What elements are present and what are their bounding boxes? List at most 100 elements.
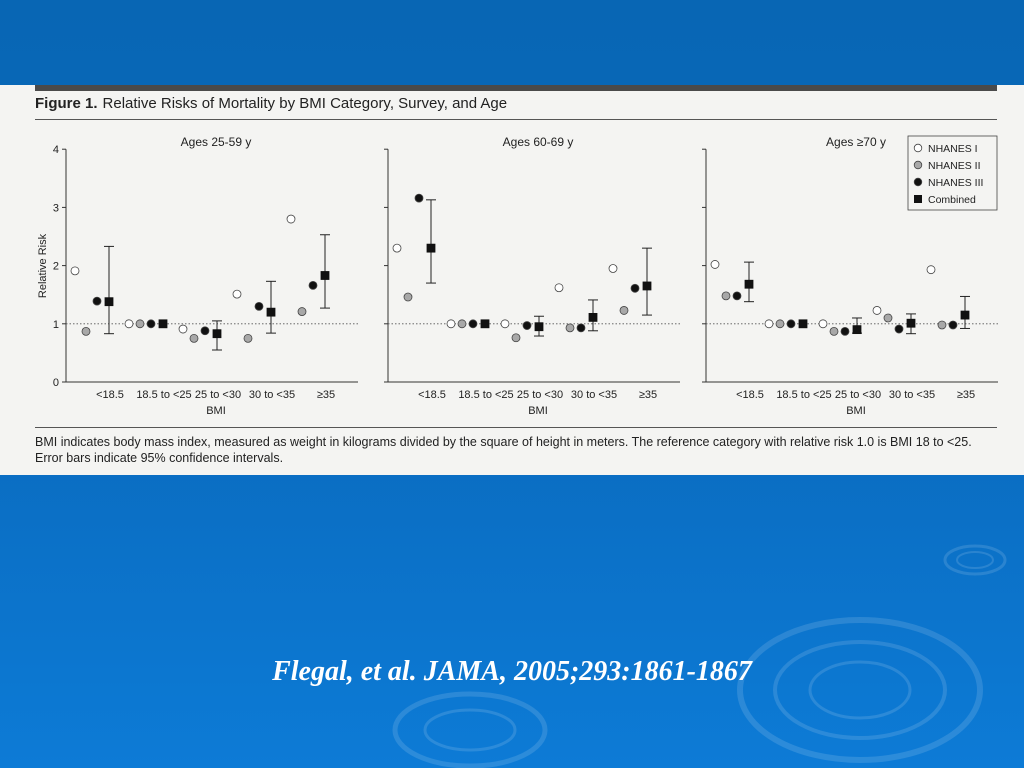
- point-nhanes-ii: [511, 333, 521, 343]
- point-nhanes-i: [926, 265, 936, 275]
- x-tick-label: 25 to <30: [835, 389, 881, 401]
- point-combined: [104, 297, 114, 307]
- figure-title-text: Relative Risks of Mortality by BMI Categ…: [102, 95, 508, 112]
- point-nhanes-ii: [937, 320, 947, 330]
- point-nhanes-ii: [243, 333, 253, 343]
- point-nhanes-i: [710, 260, 720, 269]
- x-tick-label: 18.5 to <25: [458, 389, 513, 401]
- x-tick-label: 25 to <30: [195, 389, 241, 401]
- point-nhanes-ii: [403, 292, 413, 302]
- x-tick-label: 30 to <35: [889, 389, 935, 401]
- caption-divider: [35, 427, 997, 428]
- figure-top-border: [35, 85, 997, 91]
- point-nhanes-ii: [829, 326, 839, 336]
- point-combined: [852, 325, 862, 335]
- x-tick-label: 18.5 to <25: [776, 389, 831, 401]
- legend-label: NHANES III: [928, 177, 983, 189]
- legend-marker: [913, 143, 923, 153]
- y-tick-label: 0: [53, 377, 59, 389]
- figure-label: Figure 1.: [35, 95, 98, 112]
- point-nhanes-iii: [576, 323, 586, 333]
- point-nhanes-i: [124, 319, 134, 329]
- point-nhanes-iii: [254, 301, 264, 311]
- y-axis-label: Relative Risk: [37, 233, 49, 298]
- x-axis-label: BMI: [528, 405, 548, 417]
- y-tick-label: 1: [53, 319, 59, 331]
- point-nhanes-ii: [135, 319, 145, 329]
- legend-label: NHANES II: [928, 160, 981, 172]
- point-combined: [480, 319, 490, 329]
- point-nhanes-ii: [565, 323, 575, 333]
- point-nhanes-iii: [840, 326, 850, 336]
- point-nhanes-iii: [308, 280, 318, 290]
- point-nhanes-i: [608, 264, 618, 273]
- y-tick-label: 2: [53, 261, 59, 273]
- point-nhanes-i: [764, 319, 774, 329]
- point-combined: [534, 322, 544, 332]
- chart-panel-1: 0 1 2 3 4 Ages 25-59 y <18.5 18.5 to <25 25 to <…: [53, 135, 358, 417]
- point-nhanes-iii: [200, 326, 210, 336]
- point-nhanes-ii: [883, 313, 893, 323]
- point-nhanes-i: [178, 324, 188, 334]
- point-nhanes-iii: [468, 319, 478, 329]
- x-axis-label: BMI: [846, 405, 866, 417]
- legend-label: NHANES I: [928, 143, 978, 155]
- figure-title: Figure 1. Relative Risks of Mortality by …: [35, 95, 507, 112]
- point-nhanes-iii: [522, 321, 532, 330]
- point-nhanes-iii: [146, 319, 156, 329]
- point-nhanes-ii: [721, 291, 731, 301]
- point-combined: [426, 243, 436, 253]
- point-nhanes-iii: [894, 324, 904, 334]
- point-nhanes-i: [232, 289, 242, 299]
- point-nhanes-iii: [630, 283, 640, 293]
- title-divider: [35, 119, 997, 120]
- legend-box: [907, 135, 998, 211]
- x-tick-label: <18.5: [418, 389, 446, 401]
- panel-title: Ages 60-69 y: [503, 135, 574, 149]
- point-nhanes-ii: [189, 333, 199, 343]
- point-nhanes-i: [500, 319, 510, 329]
- point-nhanes-i: [818, 319, 828, 329]
- point-nhanes-iii: [948, 320, 958, 330]
- point-combined: [588, 312, 598, 322]
- x-tick-label: ≥35: [317, 389, 335, 401]
- point-nhanes-ii: [457, 319, 467, 329]
- figure-card: Figure 1. Relative Risks of Mortality by …: [0, 85, 1024, 475]
- x-tick-label: 30 to <35: [249, 389, 295, 401]
- point-combined: [266, 307, 276, 317]
- point-nhanes-ii: [775, 319, 785, 329]
- legend-marker-combined: [914, 195, 922, 203]
- x-tick-label: ≥35: [639, 389, 657, 401]
- y-tick-label: 3: [53, 202, 59, 214]
- point-combined: [906, 318, 916, 328]
- legend-marker: [913, 177, 923, 187]
- figure-caption: BMI indicates body mass index, measured …: [35, 435, 972, 465]
- y-tick-label: 4: [53, 144, 59, 156]
- x-tick-label: 18.5 to <25: [136, 389, 191, 401]
- mortality-risk-chart: 0 1 2 3 4 Ages 25-59 y <18.5 18.5 to <25 25 to <…: [37, 135, 998, 417]
- x-tick-label: 25 to <30: [517, 389, 563, 401]
- point-nhanes-ii: [81, 326, 91, 336]
- legend-label: Combined: [928, 194, 976, 206]
- point-nhanes-ii: [619, 306, 629, 315]
- point-nhanes-iii: [732, 291, 742, 301]
- x-tick-label: <18.5: [96, 389, 124, 401]
- point-nhanes-iii: [786, 319, 796, 329]
- point-nhanes-i: [392, 243, 402, 253]
- panel-title: Ages ≥70 y: [826, 135, 886, 149]
- chart-panel-2: Ages 60-69 y <18.5 18.5 to <25 25 to <30 30 …: [384, 135, 680, 417]
- x-tick-label: 30 to <35: [571, 389, 617, 401]
- point-nhanes-iii: [92, 296, 102, 306]
- x-axis-label: BMI: [206, 405, 226, 417]
- point-nhanes-i: [286, 214, 296, 224]
- point-nhanes-i: [872, 306, 882, 315]
- point-combined: [798, 319, 808, 329]
- point-nhanes-iii: [414, 193, 424, 203]
- point-combined: [960, 310, 970, 320]
- x-tick-label: ≥35: [957, 389, 975, 401]
- point-combined: [642, 281, 652, 291]
- point-combined: [158, 319, 168, 329]
- point-nhanes-i: [70, 266, 80, 276]
- point-combined: [212, 329, 222, 339]
- point-nhanes-ii: [297, 307, 307, 316]
